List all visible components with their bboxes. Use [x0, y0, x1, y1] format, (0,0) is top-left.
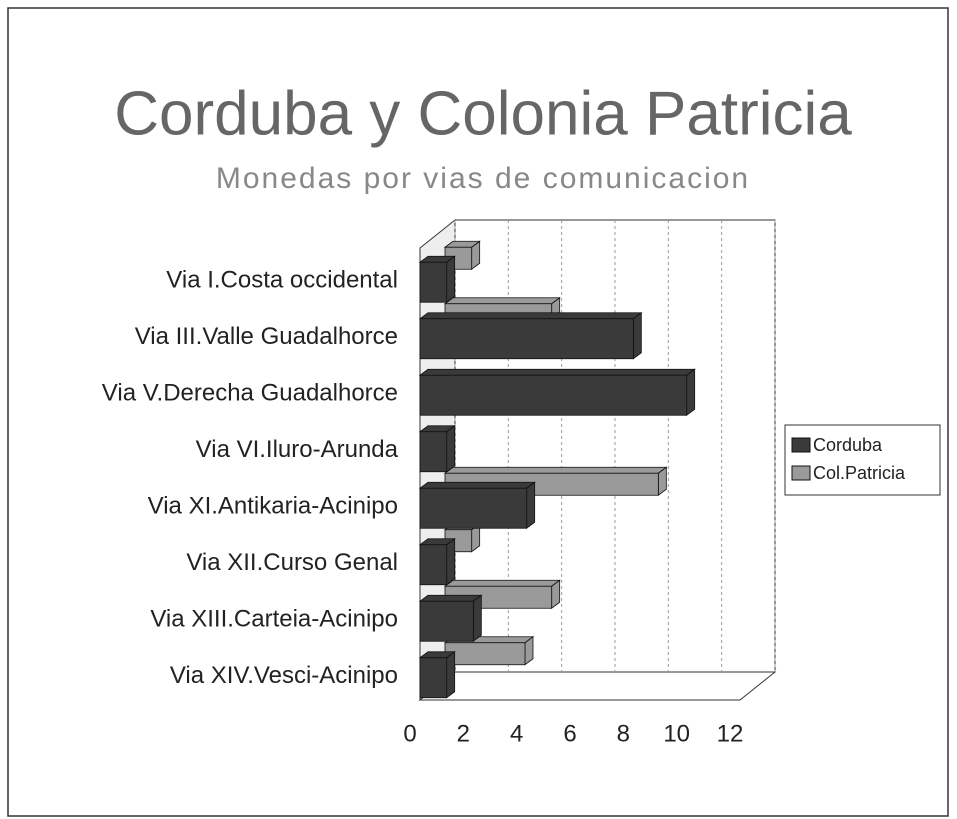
bar-face	[446, 650, 456, 699]
bar-face	[418, 368, 696, 376]
bar-face	[419, 600, 474, 642]
frame	[7, 7, 949, 817]
legend-swatch	[791, 465, 811, 481]
legend-label: Col.Patricia	[813, 463, 906, 483]
bar-face	[419, 487, 528, 529]
floor	[418, 671, 777, 701]
y-tick-label: Via XI.Antikaria-Acinipo	[148, 493, 398, 520]
x-tick-label: 2	[457, 720, 470, 747]
bar-face	[418, 594, 483, 602]
x-tick-label: 8	[617, 720, 630, 747]
bar-face	[419, 544, 448, 586]
bar-face	[446, 424, 456, 473]
legend-label: Corduba	[813, 435, 883, 455]
y-tick-label: Via VI.Iluro-Arunda	[196, 436, 399, 463]
bar-face	[686, 368, 696, 417]
bar-face	[443, 297, 561, 305]
bar-face	[419, 431, 448, 473]
bar	[418, 650, 456, 699]
y-tick-label: Via I.Costa occidental	[166, 267, 398, 294]
bar-face	[419, 657, 448, 699]
bar	[418, 594, 483, 643]
bar-face	[446, 537, 456, 586]
y-tick-label: Via XIV.Vesci-Acinipo	[170, 662, 398, 689]
bar-face	[443, 579, 561, 587]
x-tick-label: 10	[663, 720, 690, 747]
bar	[418, 368, 696, 417]
bar-face	[418, 481, 536, 489]
bar	[418, 311, 643, 360]
bar-face	[444, 642, 526, 666]
legend-box	[784, 424, 941, 496]
bar-face	[472, 594, 482, 643]
y-tick-label: Via XII.Curso Genal	[186, 549, 398, 576]
legend-swatch	[791, 437, 811, 453]
bar-face	[526, 481, 536, 530]
y-tick-label: Via V.Derecha Guadalhorce	[102, 380, 398, 407]
bar-face	[419, 261, 448, 303]
x-tick-label: 0	[403, 720, 416, 747]
chart-title: Corduba y Colonia Patricia	[114, 79, 852, 148]
x-tick-label: 6	[563, 720, 576, 747]
x-tick-label: 12	[717, 720, 744, 747]
bar-face	[443, 466, 668, 474]
bar-face	[419, 374, 688, 416]
y-tick-label: Via III.Valle Guadalhorce	[135, 323, 398, 350]
bar-face	[446, 255, 456, 304]
x-tick-label: 4	[510, 720, 523, 747]
bar-face	[632, 311, 642, 360]
bar-face	[418, 312, 643, 320]
chart-subtitle: Monedas por vias de comunicacion	[216, 162, 750, 195]
bar-face	[419, 318, 634, 360]
y-tick-label: Via XIII.Carteia-Acinipo	[150, 606, 398, 633]
bar	[418, 481, 536, 530]
bar	[418, 424, 456, 473]
bar	[418, 537, 456, 586]
bar	[418, 255, 456, 304]
